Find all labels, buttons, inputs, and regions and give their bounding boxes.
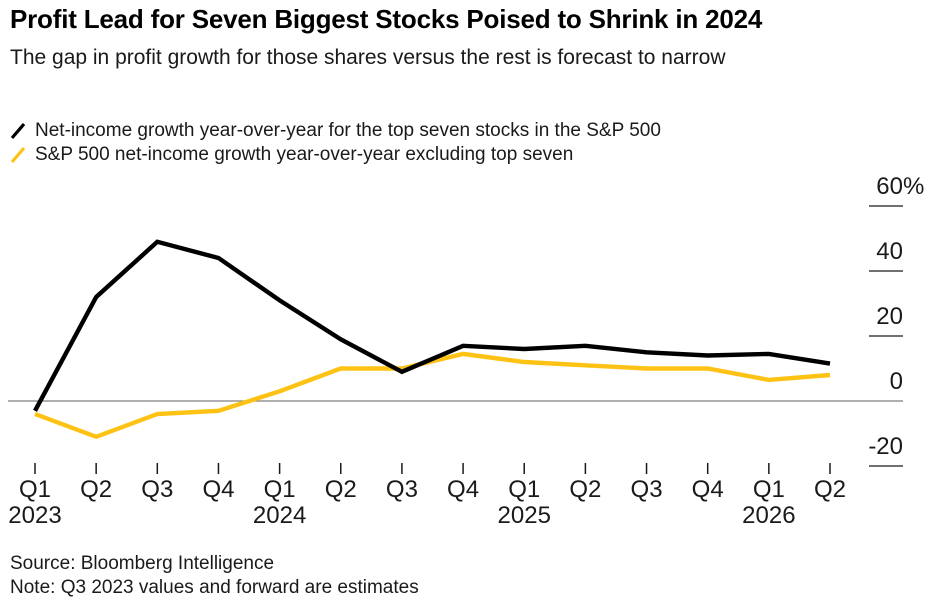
year-label: 2026 [742,502,796,529]
black-line-swatch-icon [10,122,26,140]
x-axis-label: Q2 [569,476,602,503]
y-axis-label: 40 [876,238,903,265]
x-axis-label: Q3 [630,476,663,503]
chart-footer: Source: Bloomberg Intelligence Note: Q3 … [10,552,419,600]
percent-sign: % [903,173,925,200]
year-label: 2025 [497,502,551,529]
source-note: Source: Bloomberg Intelligence [10,553,275,574]
year-label: 2024 [252,502,307,529]
legend-label-ex-top-seven: S&P 500 net-income growth year-over-year… [35,144,574,165]
year-label: 2023 [8,502,62,529]
legend-item-top-seven: Net-income growth year-over-year for the… [10,119,661,143]
x-axis-label: Q3 [385,476,418,503]
x-axis-label: Q4 [202,476,235,503]
legend-item-ex-top-seven: S&P 500 net-income growth year-over-year… [10,143,661,167]
y-axis-label: 0 [889,368,903,395]
chart-title: Profit Lead for Seven Biggest Stocks Poi… [10,4,763,34]
y-axis-label: 60% [876,173,925,200]
estimate-note: Note: Q3 2023 values and forward are est… [10,577,419,598]
x-axis-label: Q2 [80,476,113,503]
x-axis-label: Q2 [813,476,847,503]
y-axis-label: 20 [876,303,903,330]
y-axis-label: -20 [868,433,903,460]
top-seven-line [33,239,831,412]
chart-subtitle: The gap in profit growth for those share… [10,46,726,69]
x-axis-label: Q2 [324,476,357,503]
x-axis-label: Q1 [508,476,541,503]
x-axis-label: Q1 [263,476,296,503]
legend: Net-income growth year-over-year for the… [10,119,661,167]
ex-top-seven-line [34,351,831,440]
x-axis-label: Q1 [18,476,52,503]
x-axis-label: Q3 [141,476,174,503]
x-axis-label: Q1 [752,476,785,503]
yellow-line-swatch-icon [10,146,26,164]
x-axis-label: Q4 [447,476,480,503]
legend-label-top-seven: Net-income growth year-over-year for the… [35,120,661,141]
x-axis-label: Q4 [691,476,724,503]
